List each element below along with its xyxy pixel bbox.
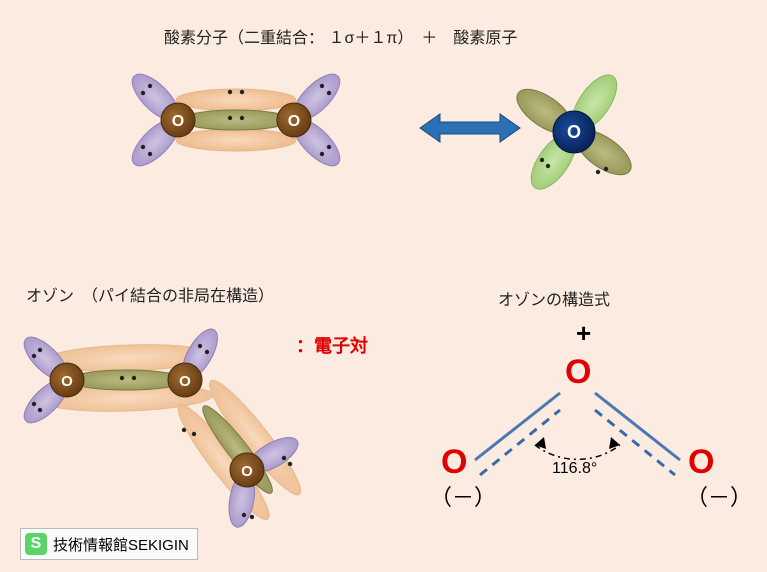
formula-o-center: O	[565, 353, 591, 392]
bond-angle-label: 116.8°	[552, 460, 597, 478]
formula-o-left: O	[441, 443, 467, 482]
watermark-text: 技術情報館SEKIGIN	[53, 534, 189, 555]
svg-text:O: O	[567, 122, 581, 142]
pi-lobe-top	[176, 89, 296, 111]
o1-label: O	[172, 113, 184, 130]
ozone-diagram: O O O	[0, 300, 400, 550]
formula-minus-right: （－）	[686, 480, 752, 512]
o-atom-right: O	[510, 68, 639, 197]
o2-molecule-diagram: O O O	[0, 0, 767, 200]
pi-lobe-bottom	[176, 129, 296, 151]
double-arrow-icon	[420, 114, 520, 142]
svg-text:O: O	[179, 373, 191, 390]
o2-label: O	[288, 113, 300, 130]
formula-title: オゾンの構造式	[498, 286, 610, 310]
svg-text:O: O	[241, 463, 253, 480]
svg-text:O: O	[61, 373, 73, 390]
formula-minus-left: （－）	[430, 480, 496, 512]
formula-o-right: O	[688, 443, 714, 482]
sigma-lobe	[181, 110, 291, 130]
watermark-icon: S	[25, 533, 47, 555]
watermark: S 技術情報館SEKIGIN	[20, 528, 198, 560]
formula-plus-icon: +	[576, 318, 591, 349]
